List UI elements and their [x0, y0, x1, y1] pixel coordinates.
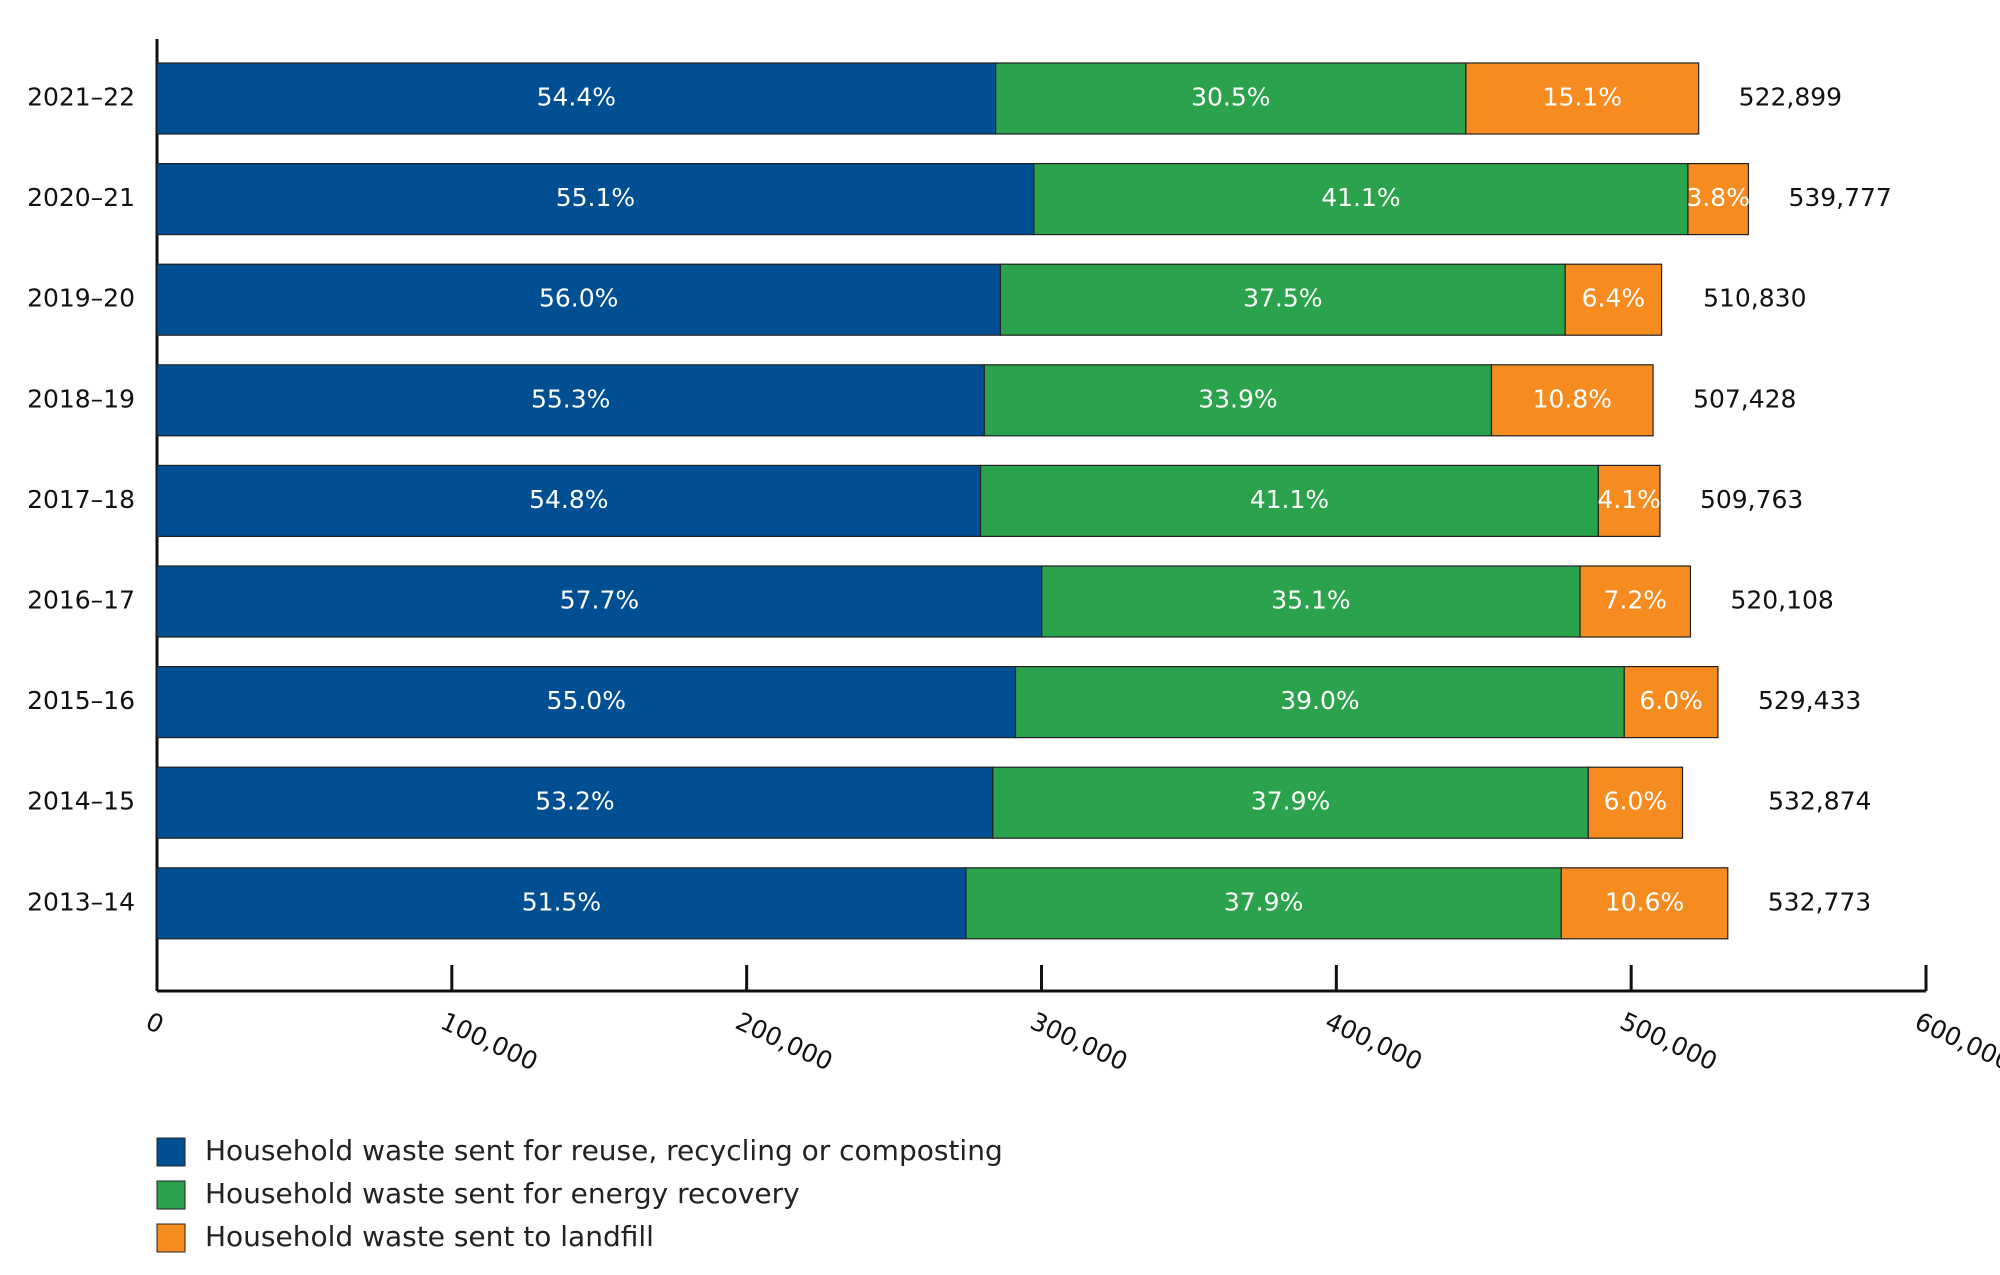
y-tick-label: 2020–21	[27, 183, 135, 212]
bar-segment	[1465, 62, 1700, 135]
bar-segment	[999, 263, 1566, 336]
data-label: 10.6%	[1605, 887, 1684, 916]
total-label: 532,874	[1768, 787, 1871, 816]
bar-segment	[1041, 565, 1581, 638]
y-tick-label: 2019–20	[27, 284, 135, 313]
legend-label: Household waste sent to landfill	[205, 1220, 654, 1253]
x-tick-label: 100,000	[436, 1006, 542, 1076]
y-tick-label: 2018–19	[27, 384, 135, 413]
legend-label: Household waste sent for reuse, recyclin…	[205, 1134, 1003, 1167]
total-label: 532,773	[1768, 887, 1871, 916]
data-label: 54.4%	[537, 83, 616, 112]
total-label: 539,777	[1788, 183, 1891, 212]
data-label: 53.2%	[535, 787, 614, 816]
total-label: 522,899	[1739, 83, 1842, 112]
legend-swatch	[156, 1137, 186, 1167]
y-tick-label: 2016–17	[27, 586, 135, 615]
data-label: 41.1%	[1250, 485, 1329, 514]
x-tick-label: 300,000	[1026, 1006, 1132, 1076]
bar-segment	[156, 565, 1043, 638]
bar-segment	[1597, 464, 1661, 537]
total-label: 507,428	[1693, 384, 1796, 413]
legend-swatch	[156, 1223, 186, 1253]
x-tick-label: 400,000	[1321, 1006, 1427, 1076]
bar-segment	[1033, 163, 1689, 236]
data-label: 37.9%	[1251, 787, 1330, 816]
data-label: 56.0%	[539, 284, 618, 313]
data-label: 41.1%	[1321, 183, 1400, 212]
bar-segment	[1490, 364, 1654, 437]
data-label: 6.4%	[1582, 284, 1646, 313]
x-tick-label: 500,000	[1616, 1006, 1722, 1076]
data-label: 55.0%	[547, 686, 626, 715]
bar-segment	[156, 163, 1035, 236]
total-label: 529,433	[1758, 686, 1861, 715]
data-label: 30.5%	[1191, 83, 1270, 112]
bar-segment	[965, 867, 1562, 940]
data-label: 15.1%	[1543, 83, 1622, 112]
data-label: 51.5%	[522, 887, 601, 916]
x-tick-label: 0	[142, 1006, 169, 1039]
bar-segment	[1579, 565, 1692, 638]
bar-segment	[1623, 665, 1719, 739]
bar-segment	[1564, 263, 1663, 336]
bar-segment	[980, 464, 1599, 537]
x-tick-label: 600,000	[1911, 1006, 2000, 1076]
data-label: 55.1%	[556, 183, 635, 212]
data-label: 57.7%	[560, 586, 639, 615]
legend-swatch	[156, 1180, 186, 1210]
data-label: 3.8%	[1686, 183, 1750, 212]
bar-segment	[1587, 766, 1684, 839]
bar-segment	[995, 62, 1467, 135]
data-label: 4.1%	[1597, 485, 1661, 514]
data-label: 37.5%	[1243, 284, 1322, 313]
y-tick-label: 2014–15	[27, 787, 135, 816]
y-tick-label: 2017–18	[27, 485, 135, 514]
data-label: 54.8%	[529, 485, 608, 514]
data-label: 33.9%	[1198, 384, 1277, 413]
bar-segment	[156, 464, 982, 537]
bar-segment	[1560, 867, 1729, 940]
x-tick-label: 200,000	[731, 1006, 837, 1076]
y-tick-label: 2021–22	[27, 83, 135, 112]
bar-segment	[156, 364, 985, 437]
bar-segment	[992, 766, 1589, 839]
data-label: 39.0%	[1280, 686, 1359, 715]
bar-segment	[983, 364, 1493, 437]
data-label: 7.2%	[1603, 586, 1667, 615]
data-label: 10.8%	[1533, 384, 1612, 413]
y-tick-label: 2013–14	[27, 887, 135, 916]
total-label: 509,763	[1700, 485, 1803, 514]
data-label: 55.3%	[531, 384, 610, 413]
total-label: 520,108	[1730, 586, 1833, 615]
legend-label: Household waste sent for energy recovery	[205, 1177, 800, 1210]
data-label: 6.0%	[1604, 787, 1668, 816]
bar-segment	[1687, 163, 1750, 236]
bar-segment	[156, 665, 1017, 739]
bar-segment	[156, 766, 994, 839]
y-tick-label: 2015–16	[27, 686, 135, 715]
bar-segment	[156, 263, 1002, 336]
data-label: 6.0%	[1639, 686, 1703, 715]
bar-segment	[156, 867, 967, 940]
data-label: 35.1%	[1271, 586, 1350, 615]
data-label: 37.9%	[1224, 887, 1303, 916]
total-label: 510,830	[1703, 284, 1806, 313]
